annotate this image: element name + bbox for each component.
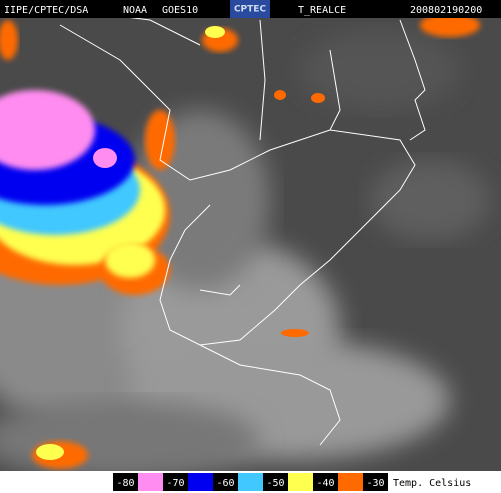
legend-label: -30 xyxy=(366,478,384,489)
clouds xyxy=(0,13,490,480)
legend-label-box xyxy=(313,473,338,491)
legend-swatch xyxy=(138,473,163,491)
legend-label-box xyxy=(213,473,238,491)
legend-label-box xyxy=(163,473,188,491)
legend-label-box xyxy=(263,473,288,491)
legend: -80 -70 -60 -50 -40 -30 Temp. Celsius xyxy=(113,473,471,491)
legend-label: -70 xyxy=(166,478,184,489)
legend-swatch xyxy=(238,473,263,491)
legend-label-box xyxy=(363,473,388,491)
legend-swatch xyxy=(188,473,213,491)
legend-swatch xyxy=(338,473,363,491)
sensor: GOES10 xyxy=(162,5,198,16)
borders xyxy=(59,14,426,446)
timestamp: 200802190200 xyxy=(410,5,482,16)
legend-label-box xyxy=(113,473,138,491)
source: IIPE/CPTEC/DSA xyxy=(4,5,88,16)
legend-label: -80 xyxy=(116,478,134,489)
legend-label: -40 xyxy=(316,478,334,489)
satellite: NOAA xyxy=(123,5,147,16)
logo-box xyxy=(230,0,270,18)
legend-unit: Temp. Celsius xyxy=(393,478,471,489)
legend-label: -60 xyxy=(216,478,234,489)
legend-swatch xyxy=(288,473,313,491)
product: T_REALCE xyxy=(298,5,346,16)
logo: CPTEC xyxy=(234,5,266,15)
legend-label: -50 xyxy=(266,478,284,489)
